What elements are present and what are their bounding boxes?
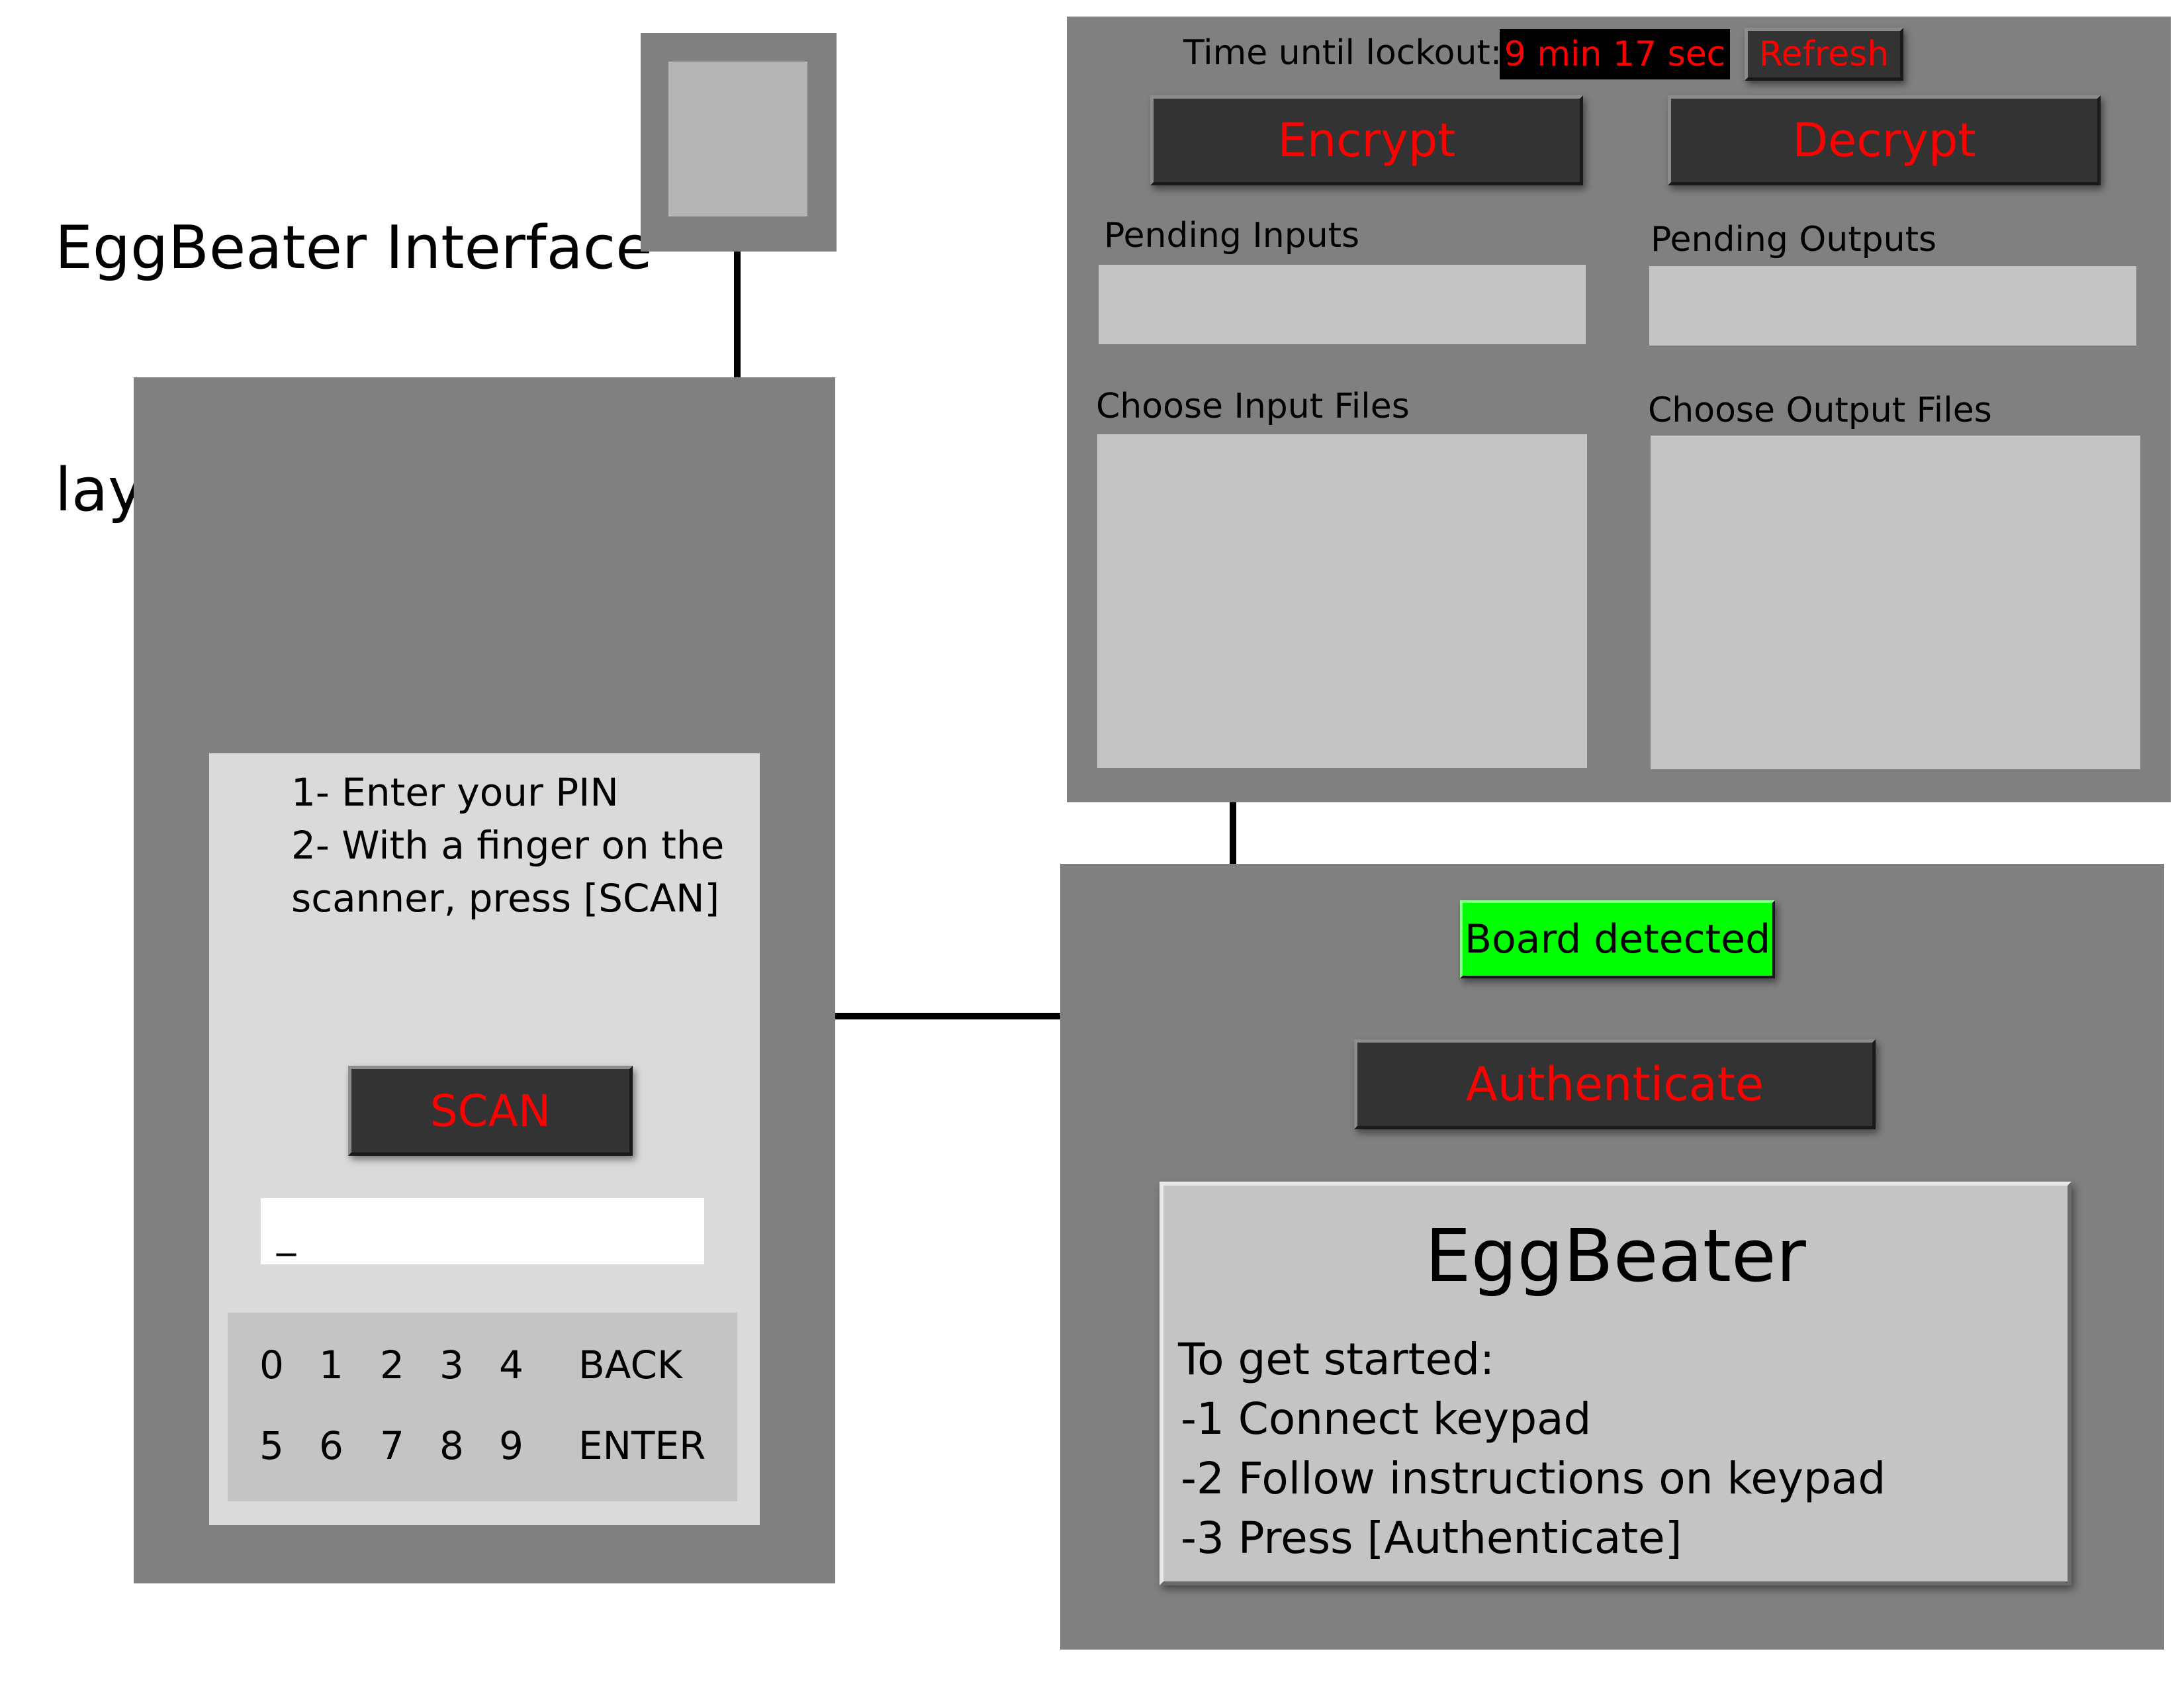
- encrypt-button[interactable]: Encrypt: [1150, 95, 1583, 185]
- authenticate-button-label: Authenticate: [1465, 1057, 1764, 1111]
- getting-started-heading: To get started:: [1178, 1334, 1495, 1385]
- key-5[interactable]: 5: [259, 1423, 284, 1468]
- key-8[interactable]: 8: [439, 1423, 464, 1468]
- key-9[interactable]: 9: [499, 1423, 523, 1468]
- key-2[interactable]: 2: [380, 1342, 404, 1387]
- board-status-label: Board detected: [1464, 916, 1771, 962]
- refresh-button[interactable]: Refresh: [1745, 28, 1903, 81]
- output-files-list[interactable]: [1651, 436, 2140, 769]
- key-back[interactable]: BACK: [578, 1342, 682, 1387]
- key-7[interactable]: 7: [380, 1423, 404, 1468]
- lockout-label: Time until lockout:: [1183, 33, 1502, 73]
- lockout-timer: 9 min 17 sec: [1500, 29, 1730, 79]
- step-3: -3 Press [Authenticate]: [1181, 1513, 1682, 1564]
- getting-started-box: EggBeater To get started: -1 Connect key…: [1160, 1182, 2071, 1585]
- connector-scanner-keypad: [734, 252, 741, 377]
- connector-keypad-auth: [835, 1013, 1060, 1019]
- lockout-timer-value: 9 min 17 sec: [1504, 34, 1726, 74]
- pending-outputs-field[interactable]: [1649, 266, 2136, 346]
- pin-input-value: _: [277, 1211, 296, 1256]
- choose-input-label: Choose Input Files: [1096, 387, 1410, 426]
- connector-auth-encrypt: [1230, 802, 1236, 864]
- choose-output-label: Choose Output Files: [1648, 391, 1992, 430]
- scanner-window: [668, 62, 807, 216]
- key-4[interactable]: 4: [499, 1342, 523, 1387]
- keypad-instruction-3: scanner, press [SCAN]: [291, 876, 720, 921]
- keypad-instruction-1: 1- Enter your PIN: [291, 770, 619, 815]
- keypad-keys: [228, 1313, 737, 1501]
- key-6[interactable]: 6: [319, 1423, 343, 1468]
- refresh-button-label: Refresh: [1758, 34, 1889, 74]
- key-enter[interactable]: ENTER: [578, 1423, 706, 1468]
- pending-inputs-label: Pending Inputs: [1104, 216, 1360, 256]
- authenticate-button[interactable]: Authenticate: [1354, 1039, 1876, 1129]
- step-2: -2 Follow instructions on keypad: [1181, 1453, 1886, 1504]
- encrypt-button-label: Encrypt: [1277, 113, 1456, 167]
- pending-inputs-field[interactable]: [1099, 265, 1586, 344]
- key-1[interactable]: 1: [319, 1342, 343, 1387]
- scan-button[interactable]: SCAN: [348, 1066, 633, 1156]
- pin-input[interactable]: _: [261, 1198, 704, 1264]
- key-3[interactable]: 3: [439, 1342, 464, 1387]
- decrypt-button[interactable]: Decrypt: [1668, 95, 2101, 185]
- input-files-list[interactable]: [1097, 434, 1587, 768]
- keypad-instruction-2: 2- With a finger on the: [291, 823, 725, 868]
- board-status-badge: Board detected: [1460, 900, 1775, 978]
- key-0[interactable]: 0: [259, 1342, 284, 1387]
- pending-outputs-label: Pending Outputs: [1651, 220, 1937, 259]
- title-line-1: EggBeater Interface: [55, 213, 653, 283]
- scan-button-label: SCAN: [430, 1085, 551, 1137]
- step-1: -1 Connect keypad: [1181, 1393, 1592, 1444]
- brand-heading: EggBeater: [1425, 1213, 1806, 1298]
- decrypt-button-label: Decrypt: [1792, 113, 1976, 167]
